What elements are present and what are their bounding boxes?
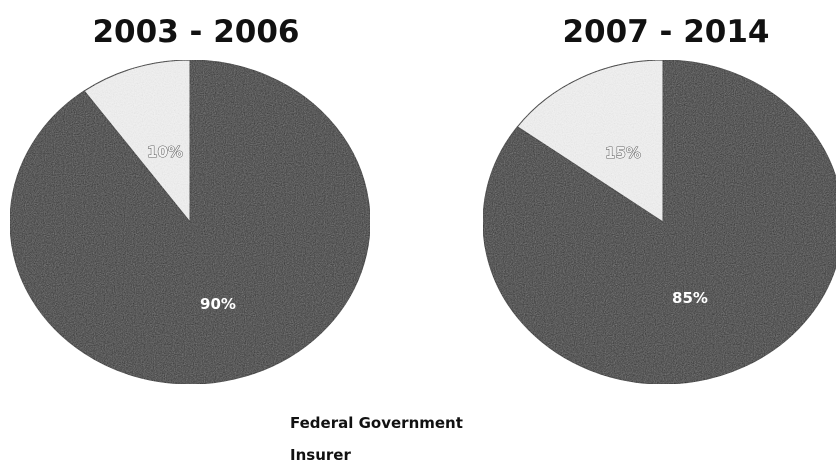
chart-title-2003-2006: 2003 - 2006 bbox=[92, 14, 299, 50]
slice-label-insurer-2007-2014: 15% bbox=[605, 144, 641, 162]
slice-label-federal-2003-2006: 90% bbox=[200, 295, 236, 313]
pie-slices-2003-2006 bbox=[9, 59, 371, 385]
chart-title-2007-2014: 2007 - 2014 bbox=[562, 14, 769, 50]
legend-item-federal-government: Federal Government bbox=[290, 414, 463, 432]
pie-chart-2003-2006: 2003 - 2006 10% 90% bbox=[9, 14, 371, 385]
legend-item-insurer: Insurer bbox=[290, 446, 351, 464]
slice-label-insurer-2003-2006: 10% bbox=[147, 143, 183, 161]
pie-slice-insurer bbox=[516, 59, 664, 223]
pie-slices-2007-2014 bbox=[482, 59, 836, 385]
pie-slice-insurer bbox=[83, 59, 191, 224]
pie-chart-2007-2014: 2007 - 2014 15% 85% bbox=[482, 14, 836, 385]
pie-slice-federal-government bbox=[482, 59, 836, 385]
legend: Federal Government Insurer bbox=[290, 414, 463, 464]
slice-label-federal-2007-2014: 85% bbox=[672, 289, 708, 307]
